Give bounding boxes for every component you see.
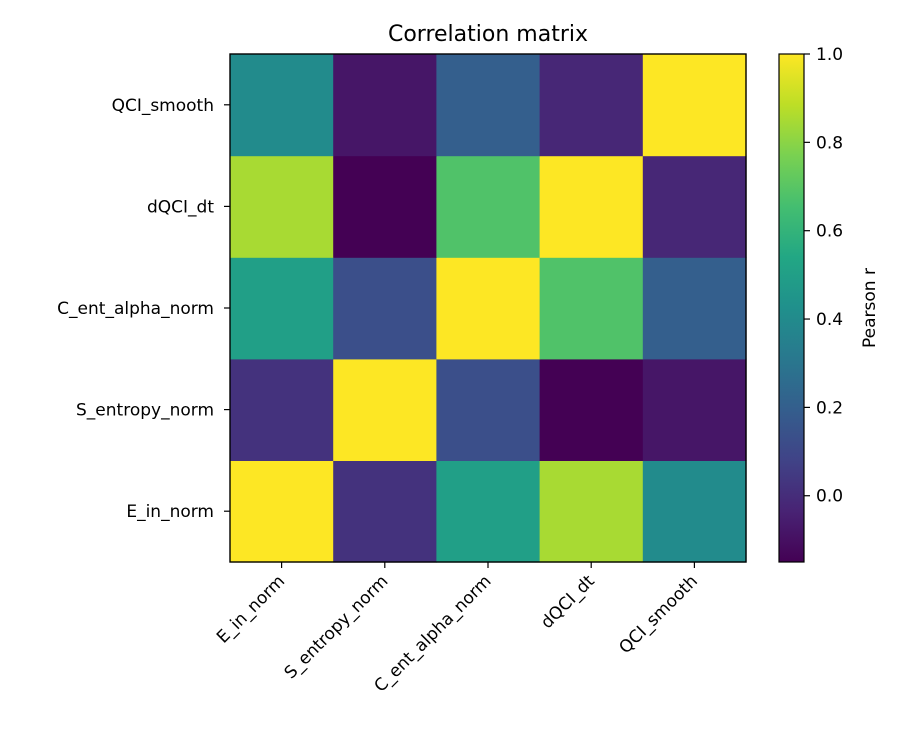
heatmap-cell-dQCI_dt-E_in_norm bbox=[230, 155, 334, 258]
y-tick-label: S_entropy_norm bbox=[76, 401, 214, 421]
colorbar: 0.0 0.2 0.4 0.6 0.8 1.0 Pearson r bbox=[778, 45, 880, 563]
heatmap-cells bbox=[230, 54, 747, 563]
heatmap-cell-E_in_norm-E_in_norm bbox=[230, 460, 334, 563]
y-tick-label: QCI_smooth bbox=[112, 96, 214, 116]
colorbar-tick-label: 0.0 bbox=[816, 487, 843, 507]
y-tick-label: dQCI_dt bbox=[147, 197, 214, 217]
colorbar-tick-label: 0.2 bbox=[816, 398, 843, 418]
heatmap-cell-dQCI_dt-QCI_smooth bbox=[642, 155, 747, 258]
colorbar-frame bbox=[778, 53, 805, 563]
colorbar-tick-label: 0.8 bbox=[816, 133, 843, 153]
y-axis: E_in_norm S_entropy_norm C_ent_alpha_norm d… bbox=[57, 96, 230, 522]
heatmap-cell-dQCI_dt-C_ent_alpha_norm bbox=[436, 155, 541, 258]
heatmap-cell-S_entropy_norm-C_ent_alpha_norm bbox=[436, 358, 541, 461]
x-tick-label: dQCI_dt bbox=[537, 571, 599, 633]
colorbar-tick-label: 0.6 bbox=[816, 222, 843, 242]
heatmap-cell-C_ent_alpha_norm-QCI_smooth bbox=[642, 257, 747, 360]
heatmap-cell-S_entropy_norm-E_in_norm bbox=[230, 358, 334, 461]
y-tick-label: E_in_norm bbox=[126, 502, 214, 522]
x-tick-label: S_entropy_norm bbox=[281, 571, 393, 683]
colorbar-ticks: 0.0 0.2 0.4 0.6 0.8 1.0 bbox=[804, 45, 843, 507]
chart-title: Correlation matrix bbox=[388, 22, 588, 47]
heatmap-cell-E_in_norm-S_entropy_norm bbox=[333, 460, 437, 563]
colorbar-tick-label: 0.4 bbox=[816, 310, 843, 330]
heatmap-cell-C_ent_alpha_norm-S_entropy_norm bbox=[333, 257, 437, 360]
heatmap-cell-S_entropy_norm-dQCI_dt bbox=[539, 358, 644, 461]
heatmap-cell-QCI_smooth-C_ent_alpha_norm bbox=[436, 54, 541, 157]
heatmap-cell-E_in_norm-C_ent_alpha_norm bbox=[436, 460, 541, 563]
heatmap-cell-QCI_smooth-S_entropy_norm bbox=[333, 54, 437, 157]
heatmap-cell-S_entropy_norm-S_entropy_norm bbox=[333, 358, 437, 461]
heatmap-cell-QCI_smooth-E_in_norm bbox=[230, 54, 334, 157]
heatmap-cell-QCI_smooth-QCI_smooth bbox=[642, 54, 747, 157]
heatmap-cell-C_ent_alpha_norm-E_in_norm bbox=[230, 257, 334, 360]
heatmap-cell-C_ent_alpha_norm-C_ent_alpha_norm bbox=[436, 257, 541, 360]
x-tick-label: QCI_smooth bbox=[615, 571, 702, 658]
heatmap-cell-QCI_smooth-dQCI_dt bbox=[539, 54, 644, 157]
x-tick-label: C_ent_alpha_norm bbox=[370, 571, 495, 696]
heatmap-cell-S_entropy_norm-QCI_smooth bbox=[642, 358, 747, 461]
colorbar-gradient bbox=[779, 54, 804, 562]
colorbar-tick-label: 1.0 bbox=[816, 45, 843, 65]
heatmap-cell-E_in_norm-dQCI_dt bbox=[539, 460, 644, 563]
heatmap-cell-E_in_norm-QCI_smooth bbox=[642, 460, 747, 563]
heatmap-cell-dQCI_dt-S_entropy_norm bbox=[333, 155, 437, 258]
y-tick-label: C_ent_alpha_norm bbox=[57, 299, 214, 319]
heatmap-cell-dQCI_dt-dQCI_dt bbox=[539, 155, 644, 258]
x-tick-label: E_in_norm bbox=[213, 571, 289, 647]
colorbar-label: Pearson r bbox=[860, 268, 880, 348]
heatmap-cell-C_ent_alpha_norm-dQCI_dt bbox=[539, 257, 644, 360]
